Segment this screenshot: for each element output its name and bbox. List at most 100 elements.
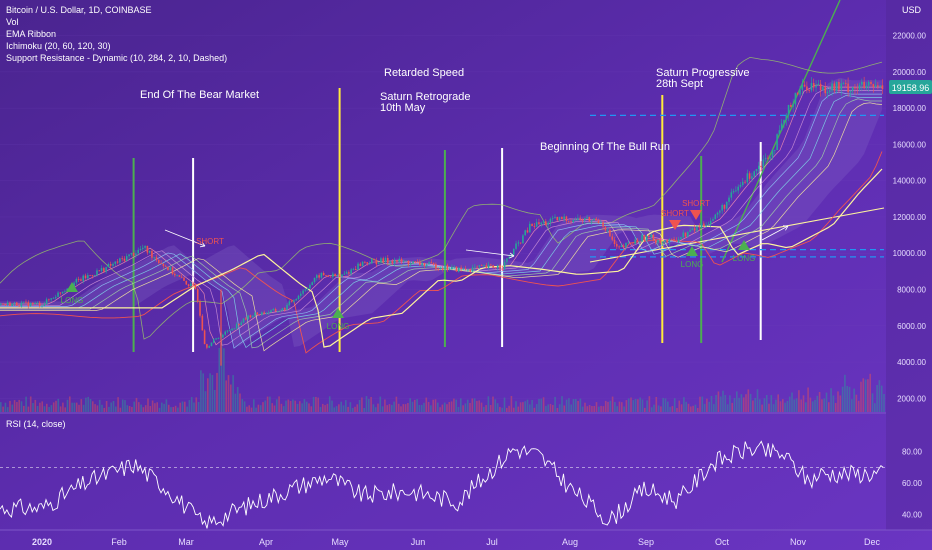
candle-body [735,190,737,192]
price-candles [0,76,884,366]
candle-body [822,86,824,91]
candle-body [783,120,785,124]
volume-bar [255,407,257,412]
volume-bar [170,407,172,412]
candle-body [641,235,643,242]
volume-bar [393,401,395,412]
price-axis-tick: 8000.00 [897,286,926,295]
candle-body [794,92,797,105]
candle-body [261,312,263,315]
candle-body [588,217,591,222]
volume-bar [207,378,209,412]
volume-bar [593,406,595,412]
indicator-vol[interactable]: Vol [6,17,19,27]
candle-body [528,223,531,233]
candle-body [43,304,46,306]
candle-body [606,229,609,231]
volume-bar [257,404,260,412]
candle-body [348,272,350,274]
volume-bar [779,401,782,412]
volume-bar [618,401,621,412]
candle-body [755,169,758,172]
candle-body [171,267,174,274]
candle-body [785,115,788,121]
volume-bar [124,400,126,412]
rising-support-line [589,207,885,263]
volume-bar [303,399,306,412]
volume-bar [188,400,191,412]
candle-body [48,299,50,301]
rsi-legend[interactable]: RSI (14, close) [6,419,66,429]
volume-bar [508,405,510,412]
candle-body [354,269,357,270]
volume-bar [443,402,446,412]
candle-body [806,86,808,91]
candle-body [698,226,701,228]
candle-body [421,263,423,265]
volume-bar [92,401,94,412]
candle-body [707,224,710,226]
volume-bar [437,402,439,412]
candle-body [819,83,822,91]
annotation-text: End Of The Bear Market [140,89,259,101]
volume-bar [172,407,175,412]
volume-bar [485,405,487,412]
volume-bar [703,403,706,412]
volume-bar [52,402,55,412]
volume-bar [165,399,168,412]
time-axis-tick: Aug [562,537,578,547]
annotation-arrow [465,249,515,257]
volume-bar [621,402,623,412]
volume-bar [94,404,96,412]
lagging-span [0,56,883,340]
candle-body [746,173,749,183]
volume-bar [167,404,170,412]
volume-bar [855,394,858,412]
indicator-ema-ribbon[interactable]: EMA Ribbon [6,29,56,39]
volume-bar [324,405,326,412]
candle-body [471,267,474,272]
volume-bar [372,404,375,412]
volume-bar [223,348,225,412]
volume-bar [368,399,370,412]
candle-body [338,276,341,277]
candle-body [709,220,712,225]
volume-bar [800,399,802,412]
volume-bar [632,400,635,412]
candle-body [242,318,245,323]
volume-bar [140,404,142,412]
rsi-axis-tick: 80.00 [902,448,923,457]
indicator-ichimoku[interactable]: Ichimoku (20, 60, 120, 30) [6,41,111,51]
volume-bar [818,392,821,412]
candle-body [613,239,616,244]
price-axis-tick: 2000.00 [897,394,926,403]
candle-body [590,220,593,222]
volume-bar [457,407,460,412]
candle-body [59,292,62,294]
volume-bar [108,406,110,412]
volume-bar [230,384,232,412]
candle-body [125,256,128,261]
candle-body [526,230,529,233]
price-axis-tick: 6000.00 [897,322,926,331]
volume-bar [540,398,543,412]
candle-body [283,308,286,310]
volume-bar [57,398,60,412]
volume-bar [250,407,253,412]
candle-body [719,210,721,213]
annotation-arrow [164,229,206,247]
volume-bar [174,405,177,412]
candle-body [263,312,265,314]
volume-bar [834,403,837,412]
volume-bar [264,400,267,412]
candle-body [636,239,639,243]
volume-bar [365,396,368,412]
candle-body [114,261,117,264]
volume-bar [494,399,497,412]
volume-bar [80,399,83,412]
volume-bar [271,403,273,412]
volume-bar [407,403,409,412]
indicator-support-resistance[interactable]: Support Resistance - Dynamic (10, 284, 2… [6,53,227,63]
candle-body [377,262,380,265]
